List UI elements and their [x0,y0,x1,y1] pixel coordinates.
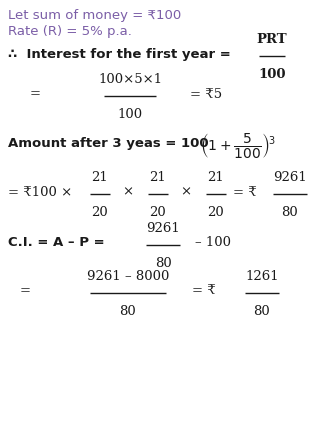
Text: = ₹100 ×: = ₹100 × [8,185,72,198]
Text: 21: 21 [208,171,224,184]
Text: =: = [20,284,31,297]
Text: ×: × [180,185,191,198]
Text: 100×5×1: 100×5×1 [98,73,162,86]
Text: 20: 20 [208,205,224,219]
Text: ∴  Interest for the first year =: ∴ Interest for the first year = [8,47,231,60]
Text: 9261 – 8000: 9261 – 8000 [87,269,169,283]
Text: 20: 20 [91,205,108,219]
Text: = ₹5: = ₹5 [190,87,222,100]
Text: – 100: – 100 [195,236,231,249]
Text: PRT: PRT [257,33,287,46]
Text: =: = [30,87,41,100]
Text: $\left(1+\dfrac{5}{100}\right)^{\!3}$: $\left(1+\dfrac{5}{100}\right)^{\!3}$ [200,131,275,160]
Text: 80: 80 [282,205,299,219]
Text: ×: × [122,185,133,198]
Text: 80: 80 [254,304,270,317]
Text: 80: 80 [155,256,171,269]
Text: 100: 100 [117,108,143,121]
Text: 1261: 1261 [245,269,279,283]
Text: = ₹: = ₹ [233,185,257,198]
Text: 100: 100 [258,68,286,81]
Text: Amount after 3 yeas = 100: Amount after 3 yeas = 100 [8,137,209,150]
Text: 20: 20 [150,205,166,219]
Text: 21: 21 [150,171,166,184]
Text: Rate (R) = 5% p.a.: Rate (R) = 5% p.a. [8,25,132,37]
Text: 21: 21 [91,171,108,184]
Text: Let sum of money = ₹100: Let sum of money = ₹100 [8,8,181,21]
Text: 9261: 9261 [273,171,307,184]
Text: 9261: 9261 [146,222,180,234]
Text: 80: 80 [120,304,136,317]
Text: C.I. = A – P =: C.I. = A – P = [8,236,105,249]
Text: = ₹: = ₹ [192,284,216,297]
